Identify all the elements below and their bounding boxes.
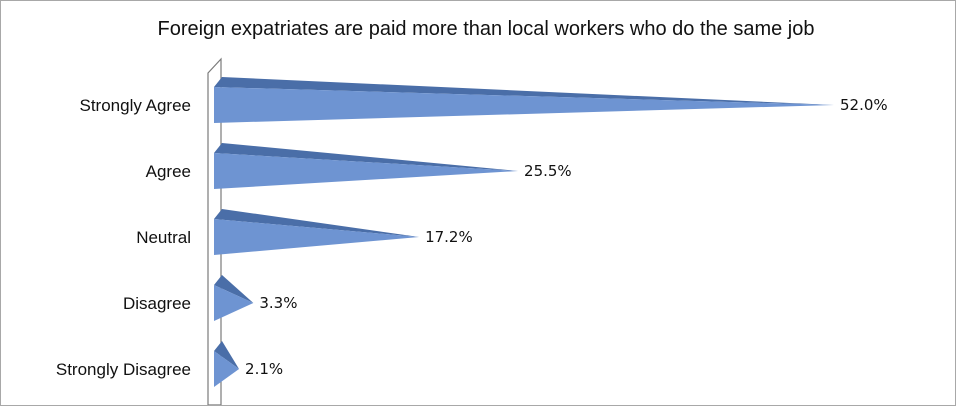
bars-group — [214, 77, 834, 387]
category-label: Disagree — [123, 294, 191, 313]
category-label: Strongly Disagree — [56, 360, 191, 379]
value-labels: 52.0% 25.5% 17.2% 3.3% 2.1% — [245, 96, 888, 378]
bar-strongly-disagree — [214, 341, 240, 387]
category-label: Agree — [146, 162, 191, 181]
bar-top-face — [214, 209, 420, 237]
bar-top-face — [214, 77, 834, 105]
bar-front-face — [214, 351, 240, 387]
bar-front-face — [214, 285, 254, 321]
category-label: Strongly Agree — [79, 96, 191, 115]
bar-front-face — [214, 219, 420, 255]
data-label: 25.5% — [524, 162, 572, 180]
bar-front-face — [214, 87, 834, 123]
data-label: 52.0% — [840, 96, 888, 114]
data-label: 17.2% — [425, 228, 473, 246]
bar-neutral — [214, 209, 420, 255]
bar-agree — [214, 143, 519, 189]
category-label: Neutral — [136, 228, 191, 247]
bar-disagree — [214, 275, 254, 321]
category-labels: Strongly Agree Agree Neutral Disagree Strong… — [56, 96, 191, 379]
data-label: 3.3% — [259, 294, 297, 312]
bar-strongly-agree — [214, 77, 834, 123]
bar-front-face — [214, 153, 519, 189]
bar-top-face — [214, 143, 519, 171]
chart-title: Foreign expatriates are paid more than l… — [157, 18, 815, 40]
bar-top-face — [214, 341, 240, 369]
bar-top-face — [214, 275, 254, 303]
data-label: 2.1% — [245, 360, 283, 378]
